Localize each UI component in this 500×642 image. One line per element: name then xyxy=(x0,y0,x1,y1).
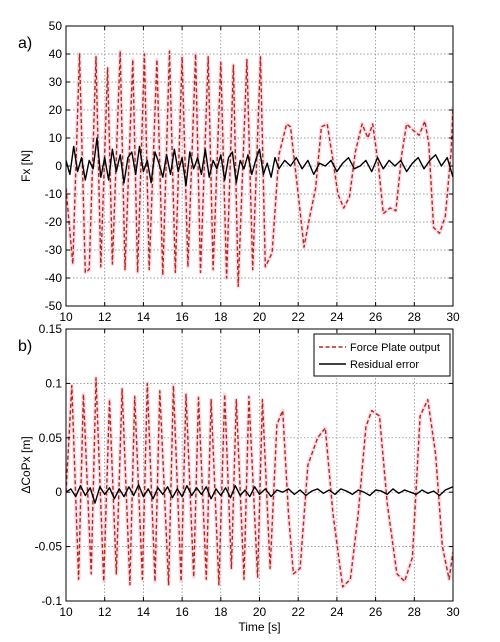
x-tick-label: 10 xyxy=(59,310,73,324)
y-tick-label: -50 xyxy=(45,299,63,313)
x-tick-label: 22 xyxy=(292,310,306,324)
x-tick-label: 28 xyxy=(408,310,422,324)
x-tick-label: 30 xyxy=(446,605,460,619)
y-tick-label: -40 xyxy=(45,271,63,285)
series-line-residual xyxy=(66,137,453,187)
legend: Force Plate output Residual error xyxy=(313,333,451,377)
x-tick-label: 20 xyxy=(253,605,267,619)
legend-label-residual: Residual error xyxy=(350,359,419,371)
series-residual xyxy=(66,137,453,187)
x-tick-label: 26 xyxy=(369,605,383,619)
series-force xyxy=(66,49,453,289)
series-line-force xyxy=(66,50,453,288)
legend-label-force: Force Plate output xyxy=(350,342,440,354)
x-tick-label: 10 xyxy=(59,605,73,619)
y-tick-label: 0.05 xyxy=(39,431,63,445)
x-tick-label: 24 xyxy=(330,310,344,324)
series-line-residual xyxy=(66,483,453,504)
x-tick-label: 16 xyxy=(175,605,189,619)
x-tick-label: 12 xyxy=(98,310,112,324)
series-residual xyxy=(66,483,453,504)
x-tick-label: 14 xyxy=(137,310,151,324)
panel-b: 10 12 14 16 18 20 22 24 26 28 30 -0.1 -0.05 0 0.05 0.1 0… xyxy=(18,322,460,634)
x-tick-label: 28 xyxy=(408,605,422,619)
x-tick-label: 30 xyxy=(446,310,460,324)
x-tick-label: 16 xyxy=(175,310,189,324)
y-tick-label: -0.05 xyxy=(35,540,63,554)
y-tick-label: 0 xyxy=(55,485,62,499)
y-tick-label: -30 xyxy=(45,243,63,257)
x-axis-label: Time [s] xyxy=(238,620,280,634)
x-tick-label: 26 xyxy=(369,310,383,324)
y-tick-label: 0 xyxy=(55,159,62,173)
y-tick-label: 20 xyxy=(49,103,63,117)
y-tick-label: -10 xyxy=(45,187,63,201)
y-tick-label: -20 xyxy=(45,215,63,229)
series-line-force xyxy=(66,377,453,588)
x-tick-label: 12 xyxy=(98,605,112,619)
y-tick-label: 50 xyxy=(49,19,63,33)
y-tick-label: 30 xyxy=(49,75,63,89)
y-tick-label: 0.1 xyxy=(45,376,62,390)
panel-a: 10 12 14 16 18 20 22 24 26 28 30 -50 -40 -30 -20 -10 0 10… xyxy=(18,19,460,324)
x-tick-label: 22 xyxy=(292,605,306,619)
legend-box xyxy=(313,333,451,377)
panel-label: a) xyxy=(18,35,32,52)
x-tick-label: 18 xyxy=(214,605,228,619)
x-tick-label: 24 xyxy=(330,605,344,619)
y-axis-label: ΔCoPx [m] xyxy=(19,436,33,493)
y-axis-label: Fx [N] xyxy=(19,150,33,182)
panel-label: b) xyxy=(18,338,32,355)
x-tick-label: 18 xyxy=(214,310,228,324)
y-tick-label: 40 xyxy=(49,47,63,61)
series-force xyxy=(66,376,453,589)
x-tick-label: 20 xyxy=(253,310,267,324)
y-tick-label: 0.15 xyxy=(39,322,63,336)
x-tick-label: 14 xyxy=(137,605,151,619)
y-tick-label: 10 xyxy=(49,131,63,145)
y-tick-label: -0.1 xyxy=(41,594,62,608)
